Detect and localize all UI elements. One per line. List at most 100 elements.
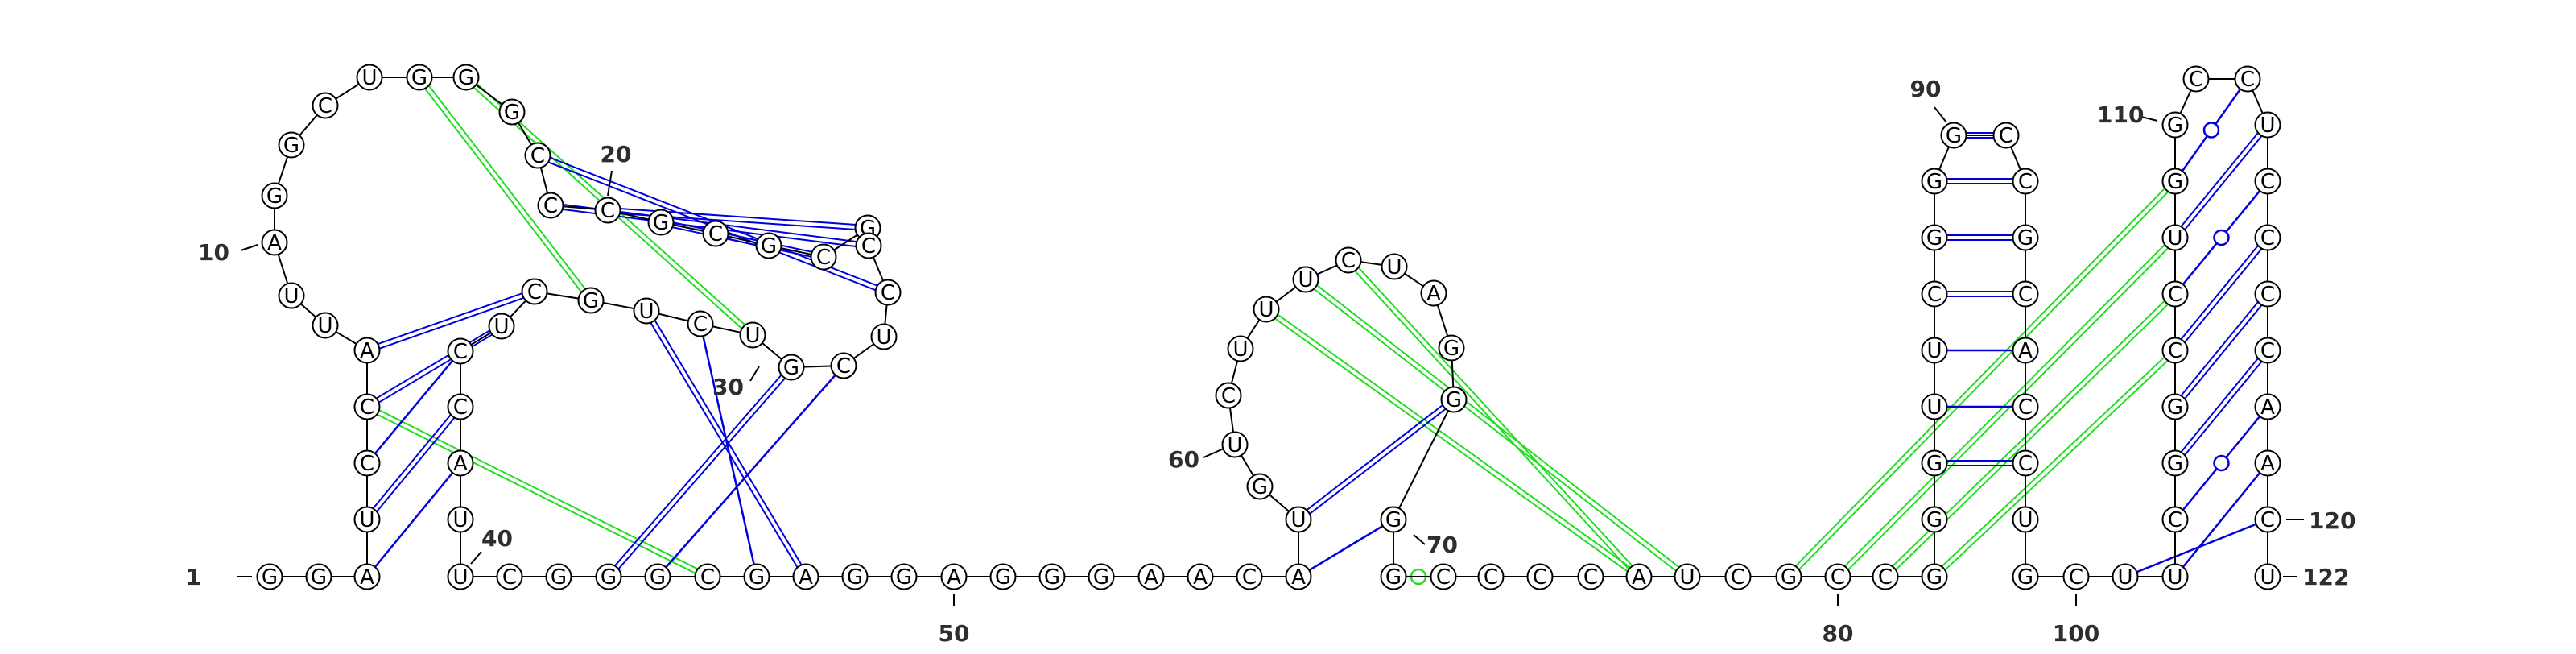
nucleotide-circle xyxy=(687,310,714,337)
nucleotide-letter: C xyxy=(1831,565,1845,590)
nucleotide: A xyxy=(1187,563,1214,590)
base-pair-line xyxy=(607,211,868,231)
pseudoknot-line xyxy=(1935,351,2178,579)
nucleotide-letter: U xyxy=(1290,508,1306,532)
nucleotide: G xyxy=(545,563,572,590)
nucleotide-circle xyxy=(447,506,474,533)
nucleotide: U xyxy=(1221,431,1249,458)
nucleotide-circle xyxy=(1380,563,1407,590)
nucleotide: C xyxy=(353,393,381,420)
nucleotide: G xyxy=(743,563,770,590)
base-pair-line xyxy=(366,350,461,464)
nucleotide-letter: A xyxy=(947,565,961,590)
nucleotide-letter: U xyxy=(493,315,509,339)
nucleotide-letter: G xyxy=(1252,475,1268,499)
nucleotide-letter: G xyxy=(653,211,669,235)
nucleotide-letter: U xyxy=(1232,337,1248,362)
position-number: 50 xyxy=(939,620,970,647)
nucleotide-letter: C xyxy=(2260,226,2275,250)
nucleotide-circle xyxy=(488,313,515,340)
nucleotide-letter: C xyxy=(700,565,715,590)
nucleotide-circle xyxy=(1921,506,1948,533)
nucleotide: G xyxy=(406,64,433,91)
position-number: 10 xyxy=(198,239,229,266)
base-pair-layer xyxy=(364,75,2271,586)
nucleotide-circle xyxy=(2254,111,2281,139)
nucleotide-letter: A xyxy=(2018,339,2033,363)
nucleotide: C xyxy=(830,352,857,379)
nucleotide-circle xyxy=(870,323,898,350)
nucleotide-circle xyxy=(256,563,283,590)
position-number: 70 xyxy=(1426,532,1458,558)
nucleotide-letter: U xyxy=(1926,395,1942,420)
nucleotide-circle xyxy=(1577,563,1604,590)
nucleotide-letter: C xyxy=(2240,68,2255,92)
nucleotide-circle xyxy=(2161,337,2189,364)
wobble-pair-marker xyxy=(2213,454,2230,472)
nucleotide: U xyxy=(1227,335,1254,362)
nucleotide: U xyxy=(1921,337,1948,364)
nucleotide: U xyxy=(739,321,766,349)
nucleotide-circle xyxy=(1921,280,1948,308)
nucleotide-letter: G xyxy=(1946,124,1962,148)
nucleotide-circle xyxy=(2012,393,2039,420)
nucleotide: G xyxy=(841,563,869,590)
nucleotide-circle xyxy=(2012,168,2039,195)
base-pair-line xyxy=(1299,400,1456,523)
nucleotide-circle xyxy=(305,563,332,590)
nucleotide-circle xyxy=(1992,122,2020,149)
nucleotide-letter: C xyxy=(2168,283,2182,307)
nucleotide-letter: C xyxy=(1583,565,1598,590)
nucleotide: C xyxy=(1430,563,1457,590)
nucleotide-circle xyxy=(521,278,548,305)
nucleotide-letter: U xyxy=(2017,508,2033,532)
nucleotide-circle xyxy=(1380,506,1407,533)
nucleotide-circle xyxy=(2112,563,2139,590)
nucleotide: A xyxy=(1285,563,1312,590)
nucleotide-letter: G xyxy=(262,565,278,590)
nucleotide: G xyxy=(577,287,605,314)
pseudoknot-line xyxy=(1264,310,1638,580)
nucleotide-circle xyxy=(1775,563,1802,590)
nucleotide-letter: G xyxy=(283,134,299,158)
nucleotide: C xyxy=(810,243,837,271)
nucleotide: C xyxy=(496,563,523,590)
nucleotide-letter: C xyxy=(1242,565,1257,590)
nucleotide-letter: C xyxy=(2260,283,2275,307)
base-pair-line xyxy=(643,312,805,579)
nucleotide: G xyxy=(256,563,283,590)
nucleotide: C xyxy=(2254,280,2281,308)
nucleotide-letter: G xyxy=(1446,388,1462,412)
base-pair-line xyxy=(647,308,809,576)
nucleotide-circle xyxy=(1137,563,1165,590)
nucleotide-letter: U xyxy=(2117,565,2132,590)
nucleotide-letter: G xyxy=(458,66,474,90)
nucleotide-letter: C xyxy=(881,281,895,305)
nucleotide-circle xyxy=(1921,337,1948,364)
position-tick xyxy=(2140,116,2158,122)
nucleotide-letter: C xyxy=(360,452,374,476)
nucleotide-letter: C xyxy=(543,194,558,218)
nucleotide: U xyxy=(2012,506,2039,533)
nucleotide: C xyxy=(2254,506,2281,533)
nucleotide: U xyxy=(488,313,515,340)
nucleotide-letter: G xyxy=(1443,337,1459,361)
nucleotide: C xyxy=(524,142,551,169)
nucleotide-letter: G xyxy=(2167,452,2183,476)
nucleotide-circle xyxy=(1215,382,1242,409)
base-pair-line xyxy=(1298,518,1394,578)
nucleotide: A xyxy=(261,229,288,256)
nucleotide: G xyxy=(2161,449,2189,477)
nucleotide-circle xyxy=(498,98,526,126)
base-pair-line xyxy=(365,323,501,406)
nucleotide-letter: A xyxy=(1193,565,1208,590)
nucleotide-circle xyxy=(261,229,288,256)
pseudoknot-line xyxy=(1839,238,2178,579)
nucleotide-letter: C xyxy=(708,222,723,246)
nucleotide-letter: G xyxy=(1926,565,1942,590)
nucleotide: G xyxy=(755,232,782,259)
nucleotide-circle xyxy=(1187,563,1214,590)
nucleotide-circle xyxy=(1440,386,1468,413)
nucleotide-circle xyxy=(1420,279,1447,307)
nucleotide: G xyxy=(305,563,332,590)
